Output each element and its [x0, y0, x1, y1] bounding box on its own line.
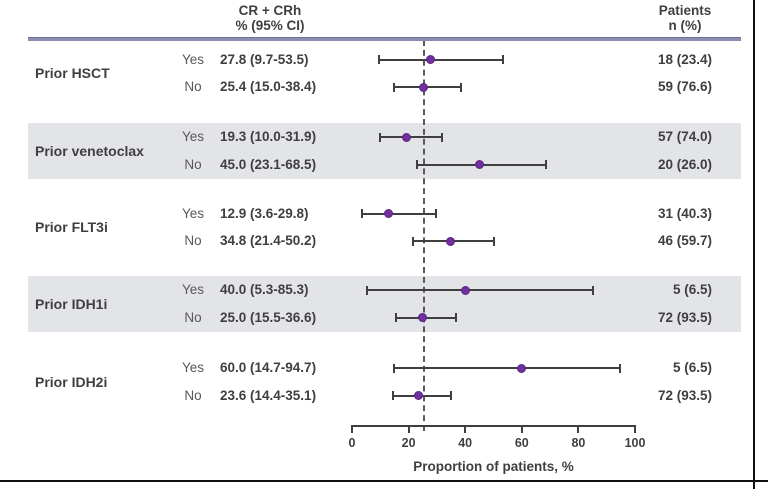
- patients-count-value: 31 (40.3): [657, 205, 712, 221]
- ci-cap-high: [454, 313, 457, 322]
- ci-cap-low: [411, 236, 414, 246]
- ci-cap-high: [435, 209, 438, 218]
- x-axis-tick-label: 100: [624, 436, 646, 450]
- x-axis-title: Proportion of patients, %: [413, 459, 574, 474]
- ci-cap-high: [502, 55, 505, 64]
- group-label: Prior FLT3i: [35, 219, 108, 236]
- ci-line: [366, 289, 594, 291]
- patients-count-value: 57 (74.0): [657, 129, 712, 144]
- subgroup-label: Yes: [181, 360, 205, 375]
- subgroup-label: No: [184, 79, 202, 94]
- group-label: Prior HSCT: [35, 65, 110, 82]
- patients-count-value: 18 (23.4): [657, 51, 712, 67]
- subgroup-label: Yes: [181, 205, 205, 221]
- ci-cap-low: [392, 363, 395, 373]
- subgroup-label: Yes: [181, 282, 205, 297]
- point-estimate-marker: [419, 82, 429, 92]
- point-estimate-marker: [418, 313, 428, 322]
- group-label: Prior IDH2i: [35, 373, 108, 390]
- patients-column-header-line1: Patients: [658, 3, 712, 18]
- x-axis-tick: [577, 425, 580, 433]
- value-column-header-line2: % (95% CI): [235, 18, 305, 33]
- estimate-ci-value: 34.8 (21.4-50.2): [220, 233, 317, 248]
- estimate-ci-value: 40.0 (5.3-85.3): [220, 282, 309, 297]
- ci-cap-low: [378, 55, 381, 64]
- estimate-ci-value: 45.0 (23.1-68.5): [220, 156, 317, 172]
- patients-count-value: 5 (6.5): [672, 282, 712, 297]
- estimate-ci-value: 25.0 (15.5-36.6): [220, 309, 317, 325]
- patients-count-value: 20 (26.0): [657, 156, 712, 172]
- ci-cap-high: [619, 363, 621, 373]
- group-shading-band: [28, 123, 741, 179]
- ci-line: [393, 367, 620, 369]
- x-axis-tick-label: 60: [514, 436, 529, 450]
- ci-line: [379, 58, 504, 61]
- point-estimate-marker: [426, 55, 436, 64]
- x-axis-tick-label: 40: [458, 436, 473, 450]
- subgroup-label: No: [184, 233, 202, 248]
- ci-cap-low: [394, 313, 397, 322]
- ci-cap-high: [544, 160, 547, 169]
- group-shading-band: [28, 276, 741, 332]
- patients-count-value: 72 (93.5): [657, 387, 712, 403]
- x-axis-tick-label: 20: [401, 436, 416, 450]
- point-estimate-marker: [414, 391, 424, 400]
- x-axis-line: [351, 425, 636, 427]
- point-estimate-marker: [402, 132, 412, 142]
- x-axis-tick: [407, 425, 410, 433]
- ci-cap-low: [361, 209, 364, 218]
- patients-count-value: 59 (76.6): [657, 79, 712, 94]
- x-axis-tick: [520, 425, 523, 433]
- table-border-bottom: [0, 480, 768, 482]
- estimate-ci-value: 27.8 (9.7-53.5): [220, 51, 309, 67]
- point-estimate-marker: [474, 160, 484, 169]
- estimate-ci-value: 12.9 (3.6-29.8): [220, 205, 309, 221]
- patients-count-value: 5 (6.5): [672, 360, 712, 375]
- x-axis-tick-label: 80: [571, 436, 586, 450]
- ci-cap-high: [493, 236, 496, 246]
- subgroup-label: Yes: [181, 51, 205, 67]
- x-axis-tick-label: 0: [348, 436, 356, 450]
- x-axis-tick: [351, 425, 353, 433]
- group-label: Prior venetoclax: [35, 142, 144, 159]
- group-label: Prior IDH1i: [35, 295, 108, 312]
- patients-count-value: 72 (93.5): [657, 309, 712, 325]
- ci-cap-low: [393, 82, 396, 92]
- value-column-header-line1: CR + CRh: [238, 3, 302, 18]
- point-estimate-marker: [460, 285, 470, 295]
- ci-line: [380, 136, 443, 138]
- point-estimate-marker: [517, 363, 527, 373]
- ci-cap-low: [379, 132, 382, 142]
- ci-cap-high: [592, 285, 595, 295]
- subgroup-label: No: [184, 156, 202, 172]
- table-border-right: [753, 0, 755, 489]
- patients-column-header: Patients n (%): [625, 3, 745, 33]
- x-axis-tick: [634, 425, 636, 433]
- subgroup-label: No: [184, 309, 202, 325]
- ci-cap-low: [365, 285, 368, 295]
- ci-cap-high: [441, 132, 444, 142]
- estimate-ci-value: 25.4 (15.0-38.4): [220, 79, 317, 94]
- x-axis-tick: [464, 425, 467, 433]
- estimate-ci-value: 23.6 (14.4-35.1): [220, 387, 317, 403]
- patients-count-value: 46 (59.7): [657, 233, 712, 248]
- subgroup-label: No: [184, 387, 202, 403]
- ci-cap-high: [450, 391, 453, 400]
- point-estimate-marker: [445, 236, 455, 246]
- value-column-header: CR + CRh% (95% CI): [190, 3, 350, 33]
- ci-line: [362, 212, 437, 215]
- point-estimate-marker: [384, 209, 393, 218]
- ci-cap-high: [459, 82, 462, 92]
- ci-cap-low: [391, 391, 394, 400]
- reference-dashed-line: [422, 40, 425, 431]
- header-divider-rule: [28, 37, 741, 41]
- estimate-ci-value: 19.3 (10.0-31.9): [220, 129, 317, 144]
- estimate-ci-value: 60.0 (14.7-94.7): [220, 360, 317, 375]
- ci-cap-low: [416, 160, 419, 169]
- patients-column-header-line2: n (%): [668, 18, 702, 33]
- subgroup-label: Yes: [181, 129, 205, 144]
